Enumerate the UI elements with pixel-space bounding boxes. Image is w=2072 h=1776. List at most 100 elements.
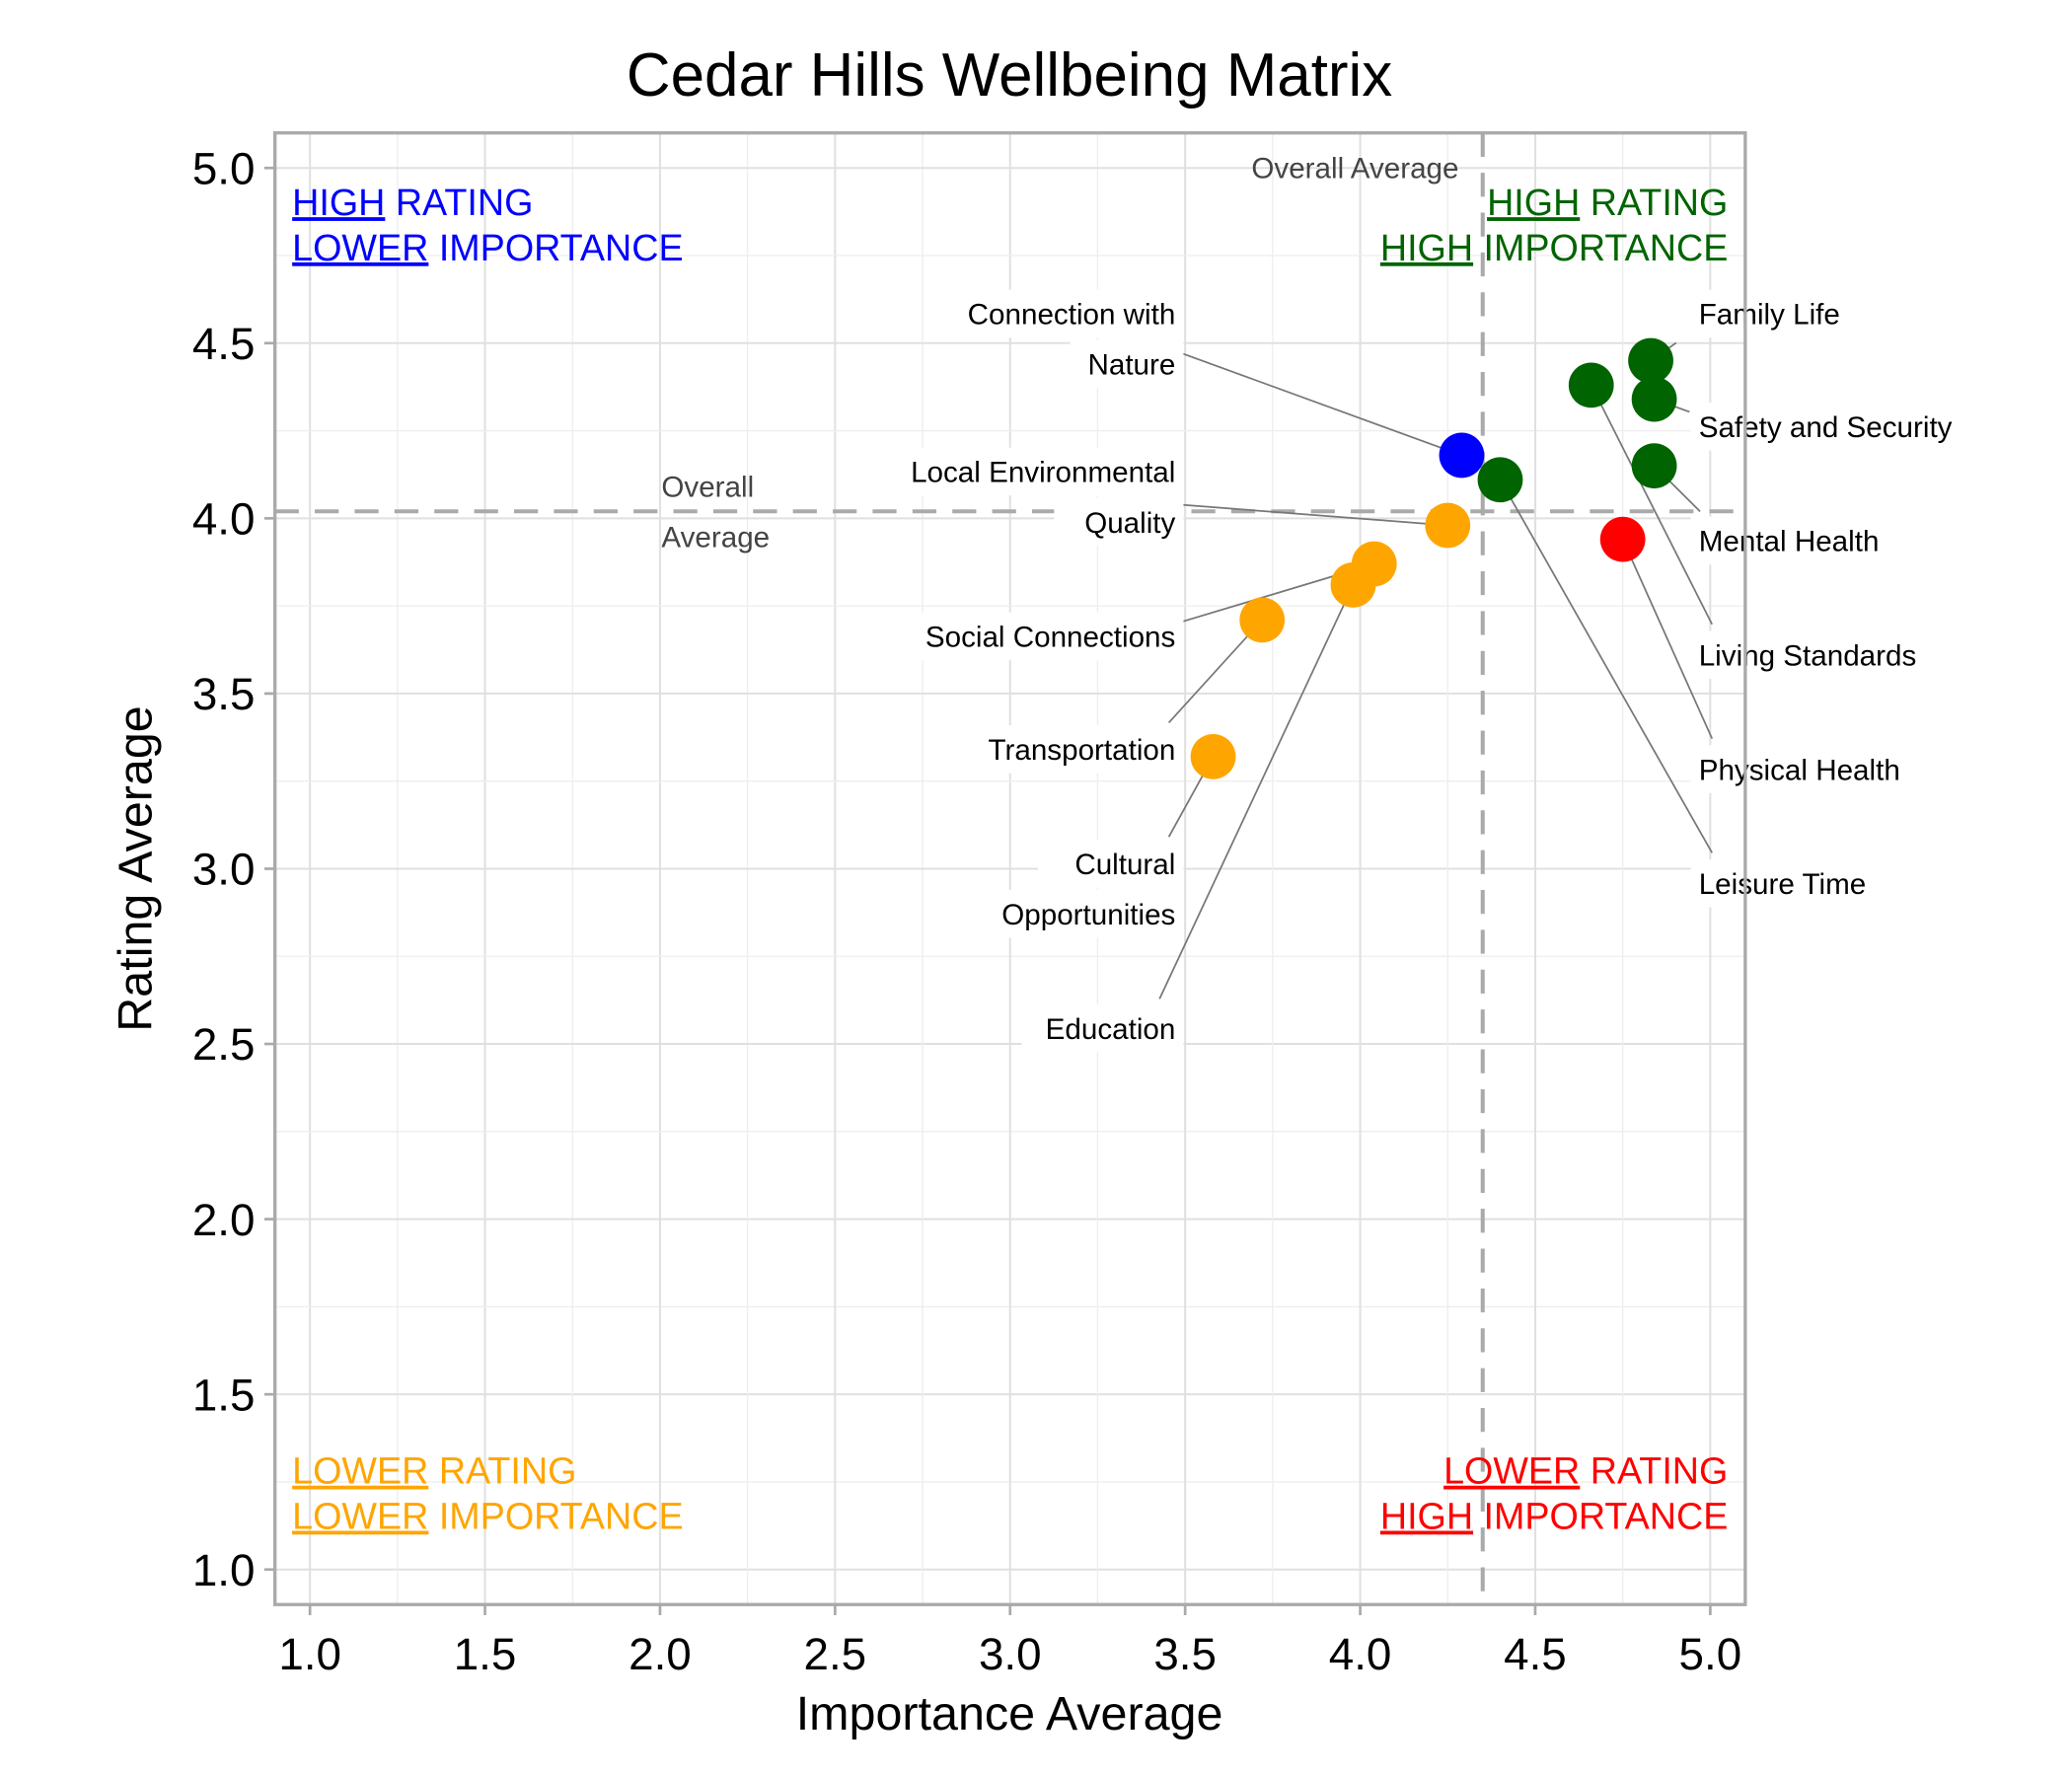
x-tick-label: 4.0 xyxy=(1329,1629,1392,1679)
quadrant-label-emphasis: HIGH xyxy=(1380,1496,1473,1537)
quadrant-label-emphasis: LOWER xyxy=(1443,1450,1580,1492)
point-label: Opportunities xyxy=(1001,899,1175,931)
leader-line xyxy=(1158,584,1355,999)
point-label-background xyxy=(1690,516,1918,565)
point-label-background xyxy=(859,447,1184,496)
data-point xyxy=(1439,432,1485,479)
leader-line xyxy=(1181,352,1462,457)
quadrant-label-high-low-line1: HIGH RATING xyxy=(292,182,533,223)
importance-average-label: Overall Average xyxy=(1251,152,1458,185)
point-label-background xyxy=(940,725,1184,774)
quadrant-label-text: RATING xyxy=(385,182,533,223)
data-point xyxy=(1477,457,1523,503)
point-label-background xyxy=(1070,339,1184,389)
point-label: Safety and Security xyxy=(1699,411,1953,444)
quadrant-label-high-high-line2: HIGH IMPORTANCE xyxy=(1380,227,1728,268)
y-tick-label: 2.5 xyxy=(192,1019,256,1070)
chart-title: Cedar Hills Wellbeing Matrix xyxy=(627,41,1392,110)
y-tick-label: 4.5 xyxy=(192,319,256,369)
quadrant-label-emphasis: LOWER xyxy=(292,1496,428,1537)
x-axis-label: Importance Average xyxy=(796,1687,1223,1740)
y-tick-label: 1.5 xyxy=(192,1369,256,1420)
rating-average-label-line2: Average xyxy=(661,522,770,555)
y-tick-label: 3.0 xyxy=(192,845,256,895)
point-label-background xyxy=(1054,497,1184,547)
quadrant-label-emphasis: LOWER xyxy=(292,1450,428,1492)
point-label-background xyxy=(1690,289,1886,338)
quadrant-label-low-low-line1: LOWER RATING xyxy=(292,1450,576,1492)
quadrant-label-text: RATING xyxy=(1580,182,1728,223)
point-label: Education xyxy=(1046,1013,1176,1046)
point-label-background xyxy=(1037,839,1184,888)
point-label: Nature xyxy=(1087,349,1175,382)
x-tick-label: 2.0 xyxy=(629,1629,692,1679)
x-tick-label: 1.5 xyxy=(454,1629,517,1679)
data-point xyxy=(1628,337,1673,384)
data-point xyxy=(1425,502,1471,549)
data-point xyxy=(1568,362,1614,408)
quadrant-label-text: IMPORTANCE xyxy=(428,227,683,268)
quadrant-label-emphasis: HIGH xyxy=(1487,182,1580,223)
leader-line xyxy=(1167,619,1263,723)
y-axis-label: Rating Average xyxy=(109,705,162,1031)
x-tick-label: 1.0 xyxy=(278,1629,341,1679)
grid xyxy=(274,132,1745,1605)
y-tick-label: 3.5 xyxy=(192,669,256,719)
data-point xyxy=(1599,516,1646,562)
quadrant-label-low-low-line2: LOWER IMPORTANCE xyxy=(292,1496,683,1537)
quadrant-label-low-high-line1: LOWER RATING xyxy=(1443,1450,1728,1492)
x-tick-label: 5.0 xyxy=(1679,1629,1742,1679)
point-label: Leisure Time xyxy=(1699,868,1867,901)
y-tick-label: 5.0 xyxy=(192,143,256,193)
point-label: Mental Health xyxy=(1699,526,1880,558)
x-tick-label: 4.5 xyxy=(1504,1629,1567,1679)
point-label: Transportation xyxy=(989,734,1176,767)
point-label-background xyxy=(956,890,1184,938)
leader-lines xyxy=(1158,341,1713,999)
leader-line xyxy=(1499,479,1713,853)
point-label-background xyxy=(1021,1003,1184,1053)
quadrant-label-text: IMPORTANCE xyxy=(428,1496,683,1537)
y-tick-label: 4.0 xyxy=(192,494,256,545)
point-label: Family Life xyxy=(1699,299,1840,332)
point-labels: Family Life Safety and Security Mental Hea… xyxy=(859,289,2015,1053)
point-label-background xyxy=(1690,859,1901,908)
leader-line xyxy=(1590,385,1713,626)
point-label: Physical Health xyxy=(1699,754,1900,786)
point-label-background xyxy=(1690,745,1951,793)
x-tick-label: 3.5 xyxy=(1153,1629,1217,1679)
leader-line xyxy=(1182,503,1448,527)
leader-line xyxy=(1621,539,1713,739)
quadrant-label-text: RATING xyxy=(1580,1450,1728,1492)
data-points xyxy=(1190,337,1677,779)
quadrant-label-emphasis: LOWER xyxy=(292,227,428,268)
quadrant-label-emphasis: HIGH xyxy=(292,182,385,223)
quadrant-label-emphasis: HIGH xyxy=(1380,227,1473,268)
quadrant-label-low-high-line2: HIGH IMPORTANCE xyxy=(1380,1496,1728,1537)
point-label: Quality xyxy=(1084,507,1175,540)
rating-average-label-line1: Overall xyxy=(661,472,754,504)
point-label: Local Environmental xyxy=(911,457,1175,489)
data-point xyxy=(1631,443,1677,488)
quadrant-label-high-low-line2: LOWER IMPORTANCE xyxy=(292,227,683,268)
point-label-background xyxy=(875,612,1184,661)
x-tick-label: 2.5 xyxy=(804,1629,867,1679)
point-label: Social Connections xyxy=(925,622,1175,654)
y-tick-label: 1.0 xyxy=(192,1545,256,1595)
quadrant-label-text: IMPORTANCE xyxy=(1473,227,1728,268)
axis-ticks: 1.0 1.5 2.0 2.5 3.0 3.5 4.0 4.5 5.0 1.0 1.5 2.0 2.5 3… xyxy=(192,143,1741,1679)
x-tick-label: 3.0 xyxy=(979,1629,1042,1679)
point-label-background xyxy=(924,289,1184,338)
point-label: Living Standards xyxy=(1699,640,1917,673)
data-point xyxy=(1330,561,1376,608)
y-tick-label: 2.0 xyxy=(192,1195,256,1245)
data-point xyxy=(1239,597,1286,643)
quadrant-label-text: IMPORTANCE xyxy=(1473,1496,1728,1537)
point-label: Cultural xyxy=(1074,849,1175,881)
quadrant-label-high-high-line1: HIGH RATING xyxy=(1487,182,1728,223)
data-point xyxy=(1190,733,1236,779)
quadrant-label-text: RATING xyxy=(428,1450,576,1492)
point-label-background xyxy=(1690,630,1966,679)
